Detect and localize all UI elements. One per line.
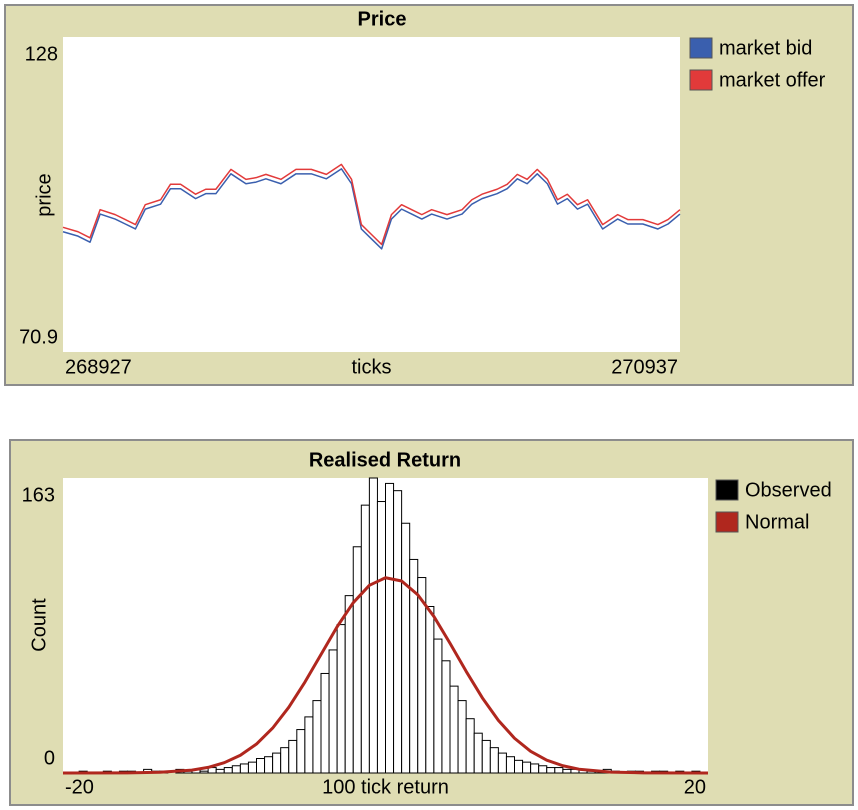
legend-swatch [715, 479, 739, 501]
histogram-bar [465, 718, 475, 774]
histogram-bar [320, 672, 330, 774]
histogram-bar [256, 758, 266, 774]
series-line [62, 168, 681, 250]
plot-area [63, 37, 680, 352]
x-tick-label: 20 [684, 776, 706, 798]
y-axis-label: price [33, 173, 55, 216]
histogram-bar [473, 732, 483, 774]
histogram-bar [376, 501, 386, 774]
y-tick-label: 128 [25, 43, 58, 65]
histogram-bar [264, 756, 274, 774]
histogram-bar [530, 763, 540, 774]
histogram-bar [344, 595, 354, 774]
histogram-bar [352, 546, 362, 774]
histogram-bar [522, 761, 532, 774]
legend-label: market offer [719, 69, 826, 91]
histogram-bar [393, 490, 403, 774]
histogram-bar [417, 577, 427, 774]
y-tick-label: 163 [22, 484, 55, 506]
histogram-bar [368, 477, 378, 774]
x-axis-label: 100 tick return [322, 776, 449, 798]
histogram-bar [481, 739, 491, 774]
histogram-bar [280, 747, 290, 774]
histogram-bar [554, 767, 564, 774]
legend-swatch [689, 37, 713, 59]
histogram-bar [546, 767, 556, 774]
histogram-bar [288, 739, 298, 774]
y-axis-label: Count [28, 598, 50, 652]
histogram-bar [223, 767, 233, 774]
histogram-bar [425, 605, 435, 774]
legend-swatch [715, 511, 739, 533]
legend-swatch [689, 69, 713, 91]
histogram-bar [312, 700, 322, 774]
x-tick-label: -20 [65, 776, 94, 798]
y-tick-label: 70.9 [19, 326, 58, 348]
x-tick-label: 270937 [611, 356, 678, 378]
series-line [62, 576, 709, 775]
histogram-bar [449, 685, 459, 774]
histogram-bar [304, 716, 314, 774]
histogram-bar [433, 638, 443, 774]
series-line [62, 163, 681, 246]
histogram-bar [457, 700, 467, 774]
histogram-bar [215, 768, 225, 774]
histogram-bar [231, 765, 241, 774]
x-axis-label: ticks [352, 356, 392, 378]
histogram-bar [385, 482, 395, 774]
histogram-bar [401, 522, 411, 774]
histogram-bar [239, 763, 249, 774]
histogram-bar [360, 504, 370, 774]
histogram-bar [505, 756, 515, 774]
histogram-bar [336, 624, 346, 774]
histogram-bar [514, 759, 524, 774]
y-tick-label: 0 [44, 747, 55, 769]
histogram-bar [441, 660, 451, 774]
legend-label: market bid [719, 37, 812, 59]
histogram-bar [489, 747, 499, 774]
histogram-bar [296, 729, 306, 774]
chart-title: Realised Return [309, 449, 461, 471]
histogram-bar [199, 770, 209, 774]
histogram-bar [272, 752, 282, 774]
chart-title: Price [358, 8, 407, 30]
x-tick-label: 268927 [65, 356, 132, 378]
legend-label: Observed [745, 479, 832, 501]
legend-label: Normal [745, 511, 809, 533]
histogram-bar [562, 768, 572, 774]
histogram-bar [328, 649, 338, 774]
histogram-bar [247, 761, 257, 774]
histogram-bar [538, 765, 548, 774]
histogram-bar [497, 752, 507, 774]
